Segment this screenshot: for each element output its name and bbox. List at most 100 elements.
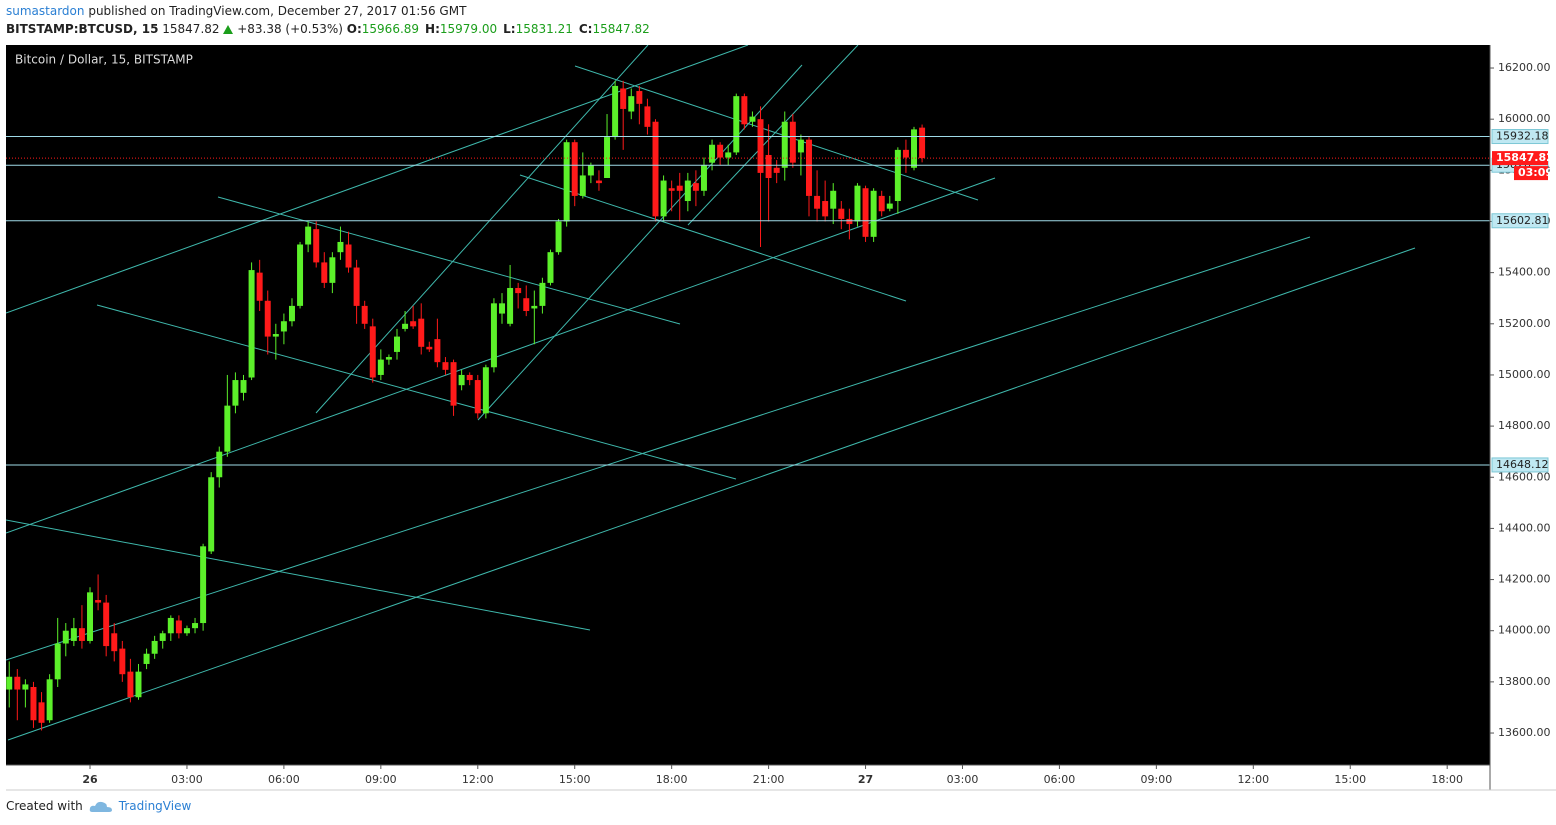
candle-body [143,653,150,664]
trendline [6,177,996,534]
candle-body [288,305,295,322]
candle-body [14,676,21,690]
candle-body [620,88,627,109]
y-tick-label: 14200.00 [1498,573,1551,586]
ohlc-label: H: [425,22,440,36]
candle-body [741,96,748,125]
candle-body [70,628,77,641]
candle-body [523,298,530,312]
x-tick-label: 15:00 [559,773,591,786]
candle-body [256,272,263,301]
y-tick-label: 13800.00 [1498,675,1551,688]
x-tick-label: 15:00 [1334,773,1366,786]
x-tick-label: 18:00 [1431,773,1463,786]
candle-body [297,244,304,306]
candle-body [894,149,901,202]
x-tick-label: 27 [858,773,873,786]
x-tick-label: 12:00 [462,773,494,786]
candle-body [345,244,352,268]
candle-body [321,262,328,283]
candle-body [240,380,247,393]
candle-body [902,149,909,158]
x-tick-label: 09:00 [1141,773,1173,786]
candle-body [684,180,691,202]
y-tick-label: 16200.00 [1498,61,1551,74]
candle-body [394,336,400,352]
candle-body [192,623,199,629]
candle-body [668,188,675,191]
level-label-box [1491,213,1549,229]
logo [89,801,112,812]
author[interactable]: sumastardon [6,4,85,18]
candle-body [838,208,845,219]
candle-body [490,303,497,368]
candle-body [369,326,376,378]
candle-body [442,362,449,370]
x-tick-label: 18:00 [656,773,688,786]
ohlc-label: L: [503,22,516,36]
candle-body [531,305,538,309]
axes: 13600.00 13800.00 14000.00 14200.00 14400.00… [82,61,1553,786]
candle-body [773,167,780,173]
candle-body [208,477,215,552]
candle-body [337,241,344,253]
candle-body [870,190,877,237]
candle-body [410,321,417,327]
x-tick-label: 09:00 [365,773,397,786]
candle-body [224,405,231,452]
x-tick-label: 06:00 [268,773,300,786]
candle-body [862,188,869,237]
ohlc-label: C: [578,22,593,36]
candle-body [135,671,142,698]
candle-body [919,127,926,159]
x-tick-label: 26 [82,773,98,786]
candle-body [183,628,190,634]
candle-body [111,633,118,652]
candle-body [539,282,546,306]
candle-body [555,221,562,253]
candle-body [313,229,320,263]
candle-body [280,321,287,332]
candle-body [95,600,102,603]
candle-body [46,679,53,721]
footer: Created with TradingView [6,799,191,813]
level-label-box [1491,457,1549,473]
candle-body [587,165,594,176]
candle-body [305,226,312,245]
candle-body [749,116,756,122]
y-tick-label: 15200.00 [1498,317,1551,330]
y-tick-label: 15000.00 [1498,368,1551,381]
candle-body [911,129,917,168]
level-label: 15932.18 [1496,130,1549,143]
candle-body [781,121,788,168]
candle-body [426,346,433,350]
candle-body [127,671,134,698]
candle-body [167,617,174,634]
y-tick-label: 14600.00 [1498,470,1551,483]
candle-body [78,628,85,641]
candle-body [806,139,812,196]
published: published on TradingView.com, December 2… [88,4,467,18]
trendline [6,519,591,631]
brand[interactable]: TradingView [118,799,192,813]
candle-body [450,362,457,406]
y-tick-label: 14000.00 [1498,624,1551,637]
ohlc-value: 15847.82 [592,22,650,36]
candle-body [652,121,659,217]
candle-body [474,380,481,414]
candle-body [507,287,514,324]
candle-body [854,185,861,222]
candle-body [878,195,885,212]
candle-body [159,633,166,641]
ohlc: O:15966.89 H:15979.00 L:15831.21 C:15847.82 [347,22,656,36]
candle-body [22,684,29,690]
candle-body [571,142,578,196]
candle-body [814,195,821,209]
candle-body [765,154,772,179]
candle-body [458,374,465,386]
trendline [519,174,907,302]
candle-body [628,96,635,112]
candle-body [676,185,683,191]
plot-area [6,45,1490,765]
